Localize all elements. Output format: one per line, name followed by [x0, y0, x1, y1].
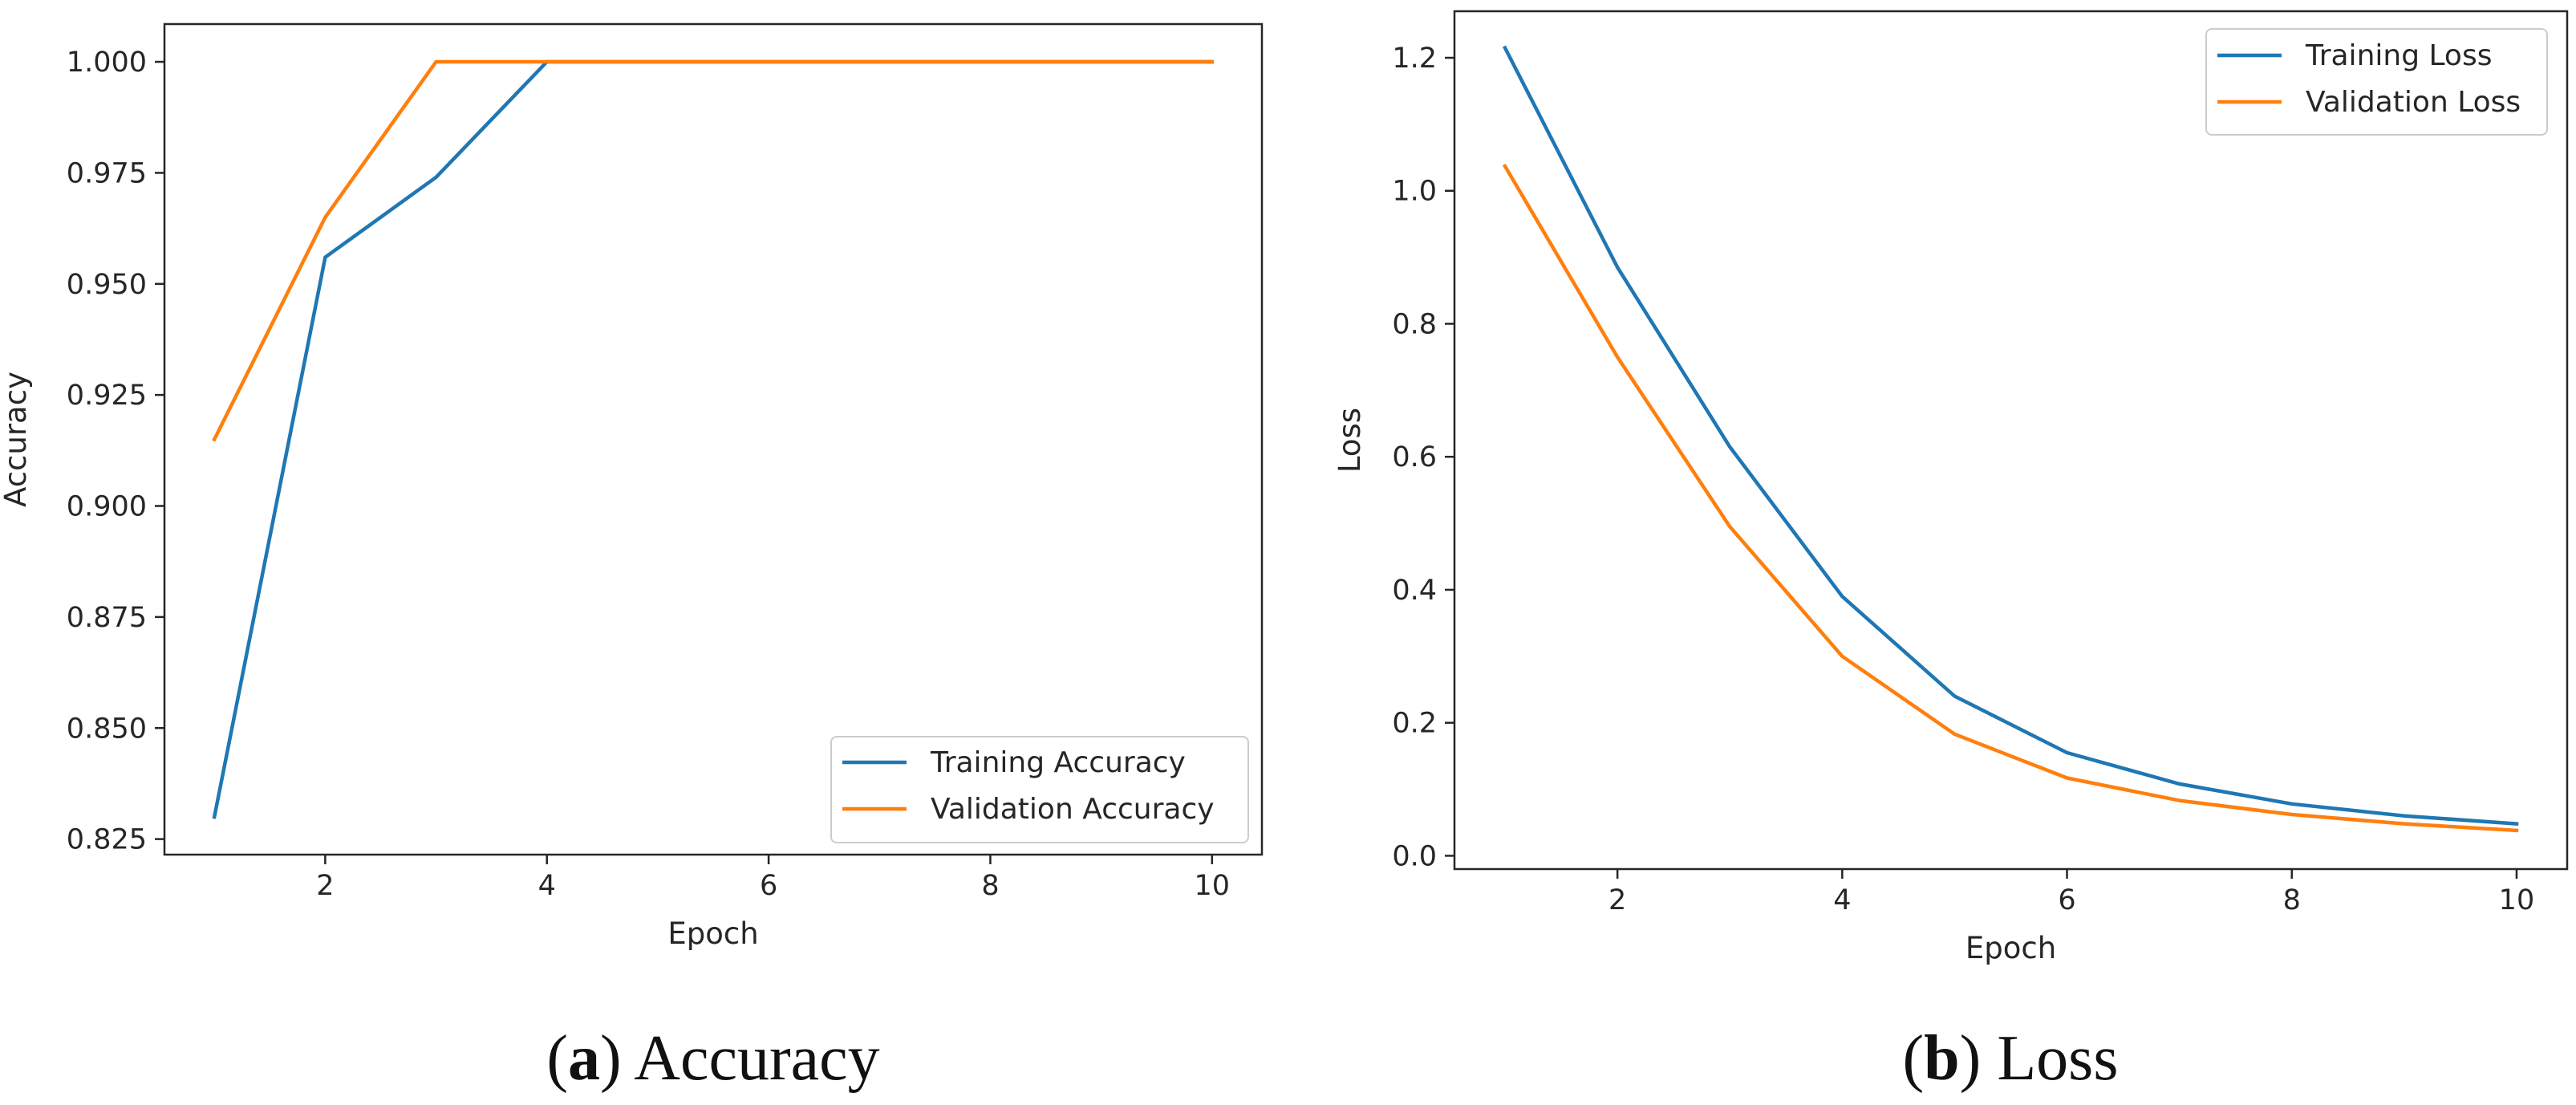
- caption-letter: b: [1924, 1023, 1960, 1094]
- series-line-validation-accuracy: [212, 59, 1215, 442]
- caption-text: Loss: [1997, 1023, 2118, 1094]
- axes-frame: [1453, 10, 2569, 871]
- legend-entry: Training Loss: [2305, 39, 2492, 72]
- y-tick-label: 0.8: [1392, 308, 1437, 340]
- subplot-caption: (a) Accuracy: [546, 1023, 879, 1094]
- legend: Training Loss Validation Loss: [2205, 28, 2548, 136]
- y-tick-label: 0.875: [67, 602, 147, 634]
- x-tick-label: 6: [760, 870, 777, 902]
- x-tick-label: 2: [316, 870, 334, 902]
- legend-box: [830, 736, 1249, 843]
- subplot-b: 2 4 6 8 10 0.0 0.2 0.4 0.6 0.8 1.0 1.2 Epoch Loss Trai…: [1333, 10, 2569, 1094]
- y-tick-label: 0.4: [1392, 575, 1437, 607]
- y-tick-label: 1.000: [67, 47, 147, 79]
- x-tick-label: 10: [1195, 870, 1231, 902]
- x-axis-label: Epoch: [1965, 931, 2056, 965]
- x-tick-label: 4: [538, 870, 556, 902]
- caption-text: Accuracy: [634, 1023, 879, 1094]
- x-tick-label: 8: [2283, 884, 2301, 916]
- y-tick-label: 1.0: [1392, 176, 1437, 208]
- subplot-caption: (b) Loss: [1903, 1023, 2119, 1094]
- series-line-training-accuracy: [212, 59, 1215, 819]
- subplot-a: 2 4 6 8 10 0.825 0.850 0.875 0.900 0.925 0.950 0.97…: [0, 22, 1264, 1094]
- y-tick-label: 0.975: [67, 157, 147, 189]
- y-tick-label: 0.925: [67, 380, 147, 412]
- y-axis-label: Accuracy: [0, 372, 33, 507]
- legend-entry: Validation Loss: [2306, 86, 2521, 119]
- caption-letter: a: [568, 1023, 600, 1094]
- legend-box: [2205, 28, 2548, 136]
- y-tick-label: 0.6: [1392, 441, 1437, 473]
- y-tick-label: 0.2: [1392, 708, 1437, 740]
- legend: Training Accuracy Validation Accuracy: [830, 736, 1249, 843]
- legend-entry: Validation Accuracy: [931, 793, 1215, 826]
- x-tick-label: 4: [1833, 884, 1851, 916]
- y-tick-label: 1.2: [1392, 43, 1437, 75]
- x-tick-label: 10: [2499, 884, 2535, 916]
- x-axis-label: Epoch: [667, 916, 758, 951]
- y-axis-label: Loss: [1333, 408, 1367, 473]
- y-tick-label: 0.0: [1392, 840, 1437, 872]
- y-tick-label: 0.825: [67, 824, 147, 856]
- x-tick-label: 8: [981, 870, 999, 902]
- x-tick-label: 2: [1608, 884, 1626, 916]
- y-tick-label: 0.850: [67, 713, 147, 745]
- y-tick-label: 0.950: [67, 269, 147, 301]
- legend-entry: Training Accuracy: [930, 746, 1186, 779]
- x-tick-label: 6: [2058, 884, 2075, 916]
- y-tick-label: 0.900: [67, 491, 147, 523]
- series-line-validation-loss: [1502, 164, 2519, 833]
- axes-frame: [163, 22, 1264, 856]
- series-line-training-loss: [1502, 45, 2519, 827]
